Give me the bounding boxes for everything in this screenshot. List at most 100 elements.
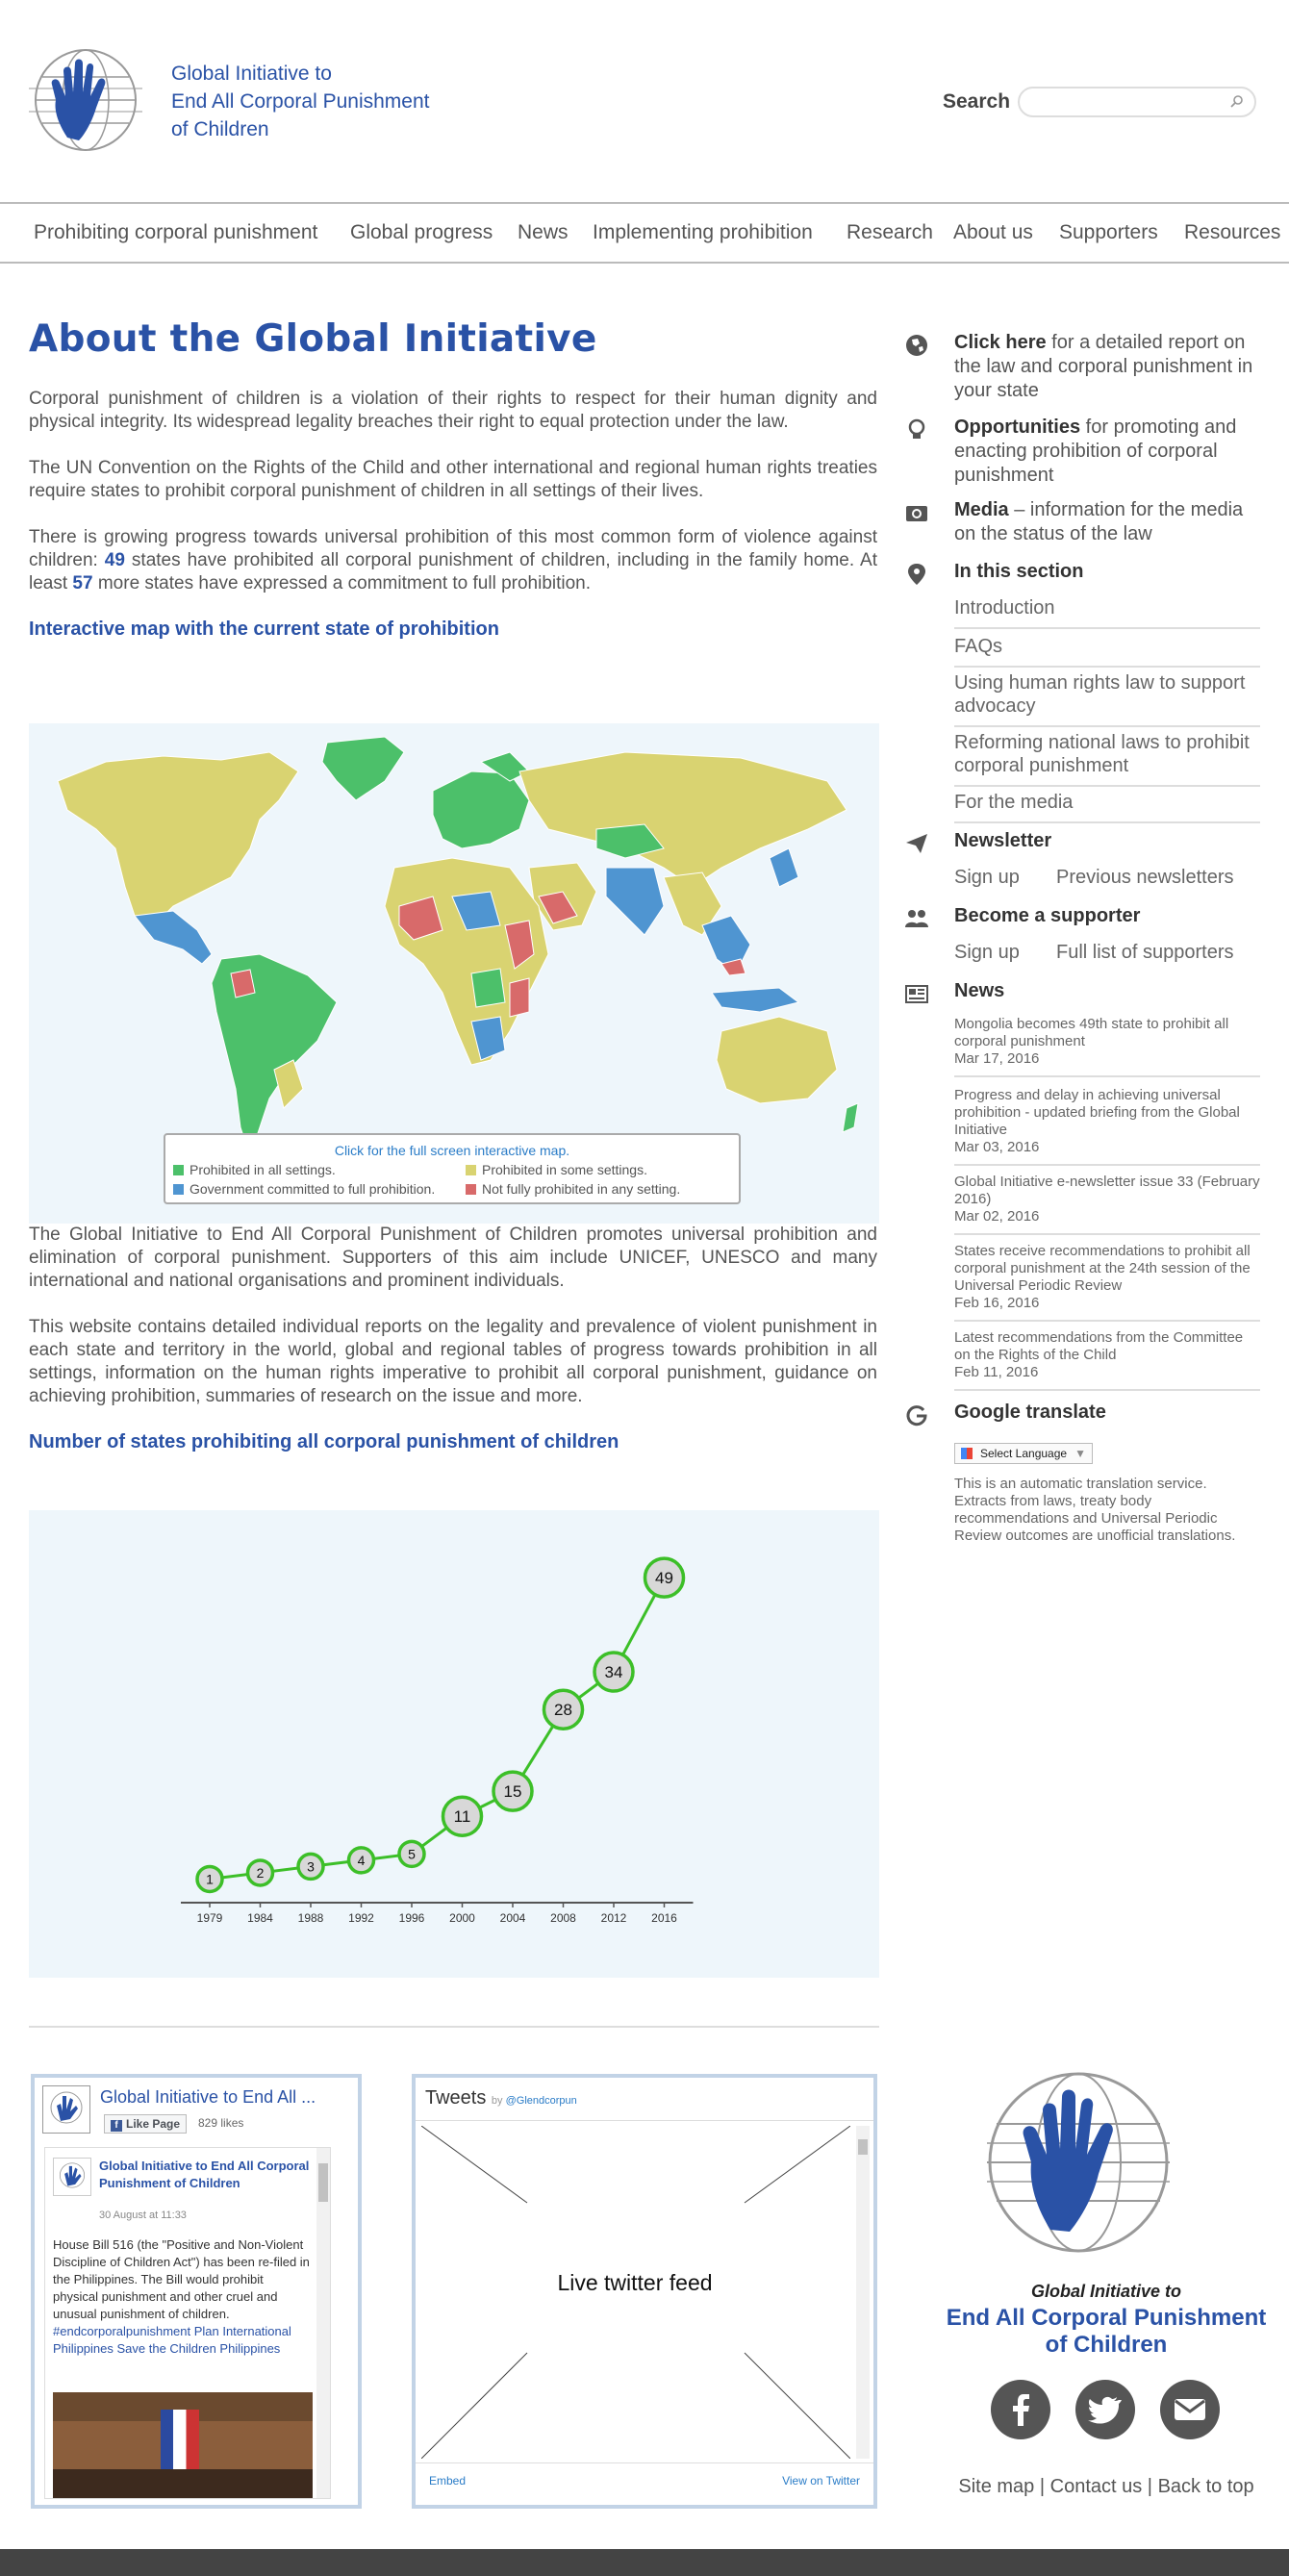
view-on-twitter-link[interactable]: View on Twitter (782, 2474, 860, 2488)
legend-swatch (173, 1184, 184, 1195)
section-link-faqs[interactable]: FAQs (954, 635, 1260, 668)
opportunities-link[interactable]: Opportunities (954, 417, 1081, 438)
scrollbar-thumb[interactable] (858, 2139, 868, 2155)
map-heading: Interactive map with the current state o… (29, 619, 499, 640)
facebook-widget[interactable]: Global Initiative to End All ... f Like P… (31, 2074, 362, 2509)
data-label: 1 (206, 1871, 214, 1886)
news-item[interactable]: Global Initiative e-newsletter issue 33 … (954, 1174, 1260, 1235)
newspaper-icon (905, 985, 928, 1003)
scrollbar-thumb[interactable] (318, 2163, 328, 2202)
facebook-icon: f (111, 2120, 122, 2132)
contact-us-link[interactable]: Contact us (1049, 2476, 1143, 2497)
text-span: more states have expressed a commitment … (92, 573, 592, 593)
section-link-reforming-laws[interactable]: Reforming national laws to prohibit corp… (954, 731, 1260, 787)
facebook-icon[interactable] (991, 2380, 1050, 2439)
site-title-line: of Children (171, 118, 269, 140)
x-tick-label: 2012 (601, 1911, 627, 1925)
camera-icon (906, 506, 927, 521)
data-point (296, 1852, 325, 1881)
divider (416, 2120, 873, 2121)
x-tick-label: 1979 (197, 1911, 223, 1925)
twitter-icon[interactable] (1075, 2380, 1135, 2439)
nav-prohibiting[interactable]: Prohibiting corporal punishment (34, 221, 318, 243)
legend-swatch (173, 1165, 184, 1175)
search-icon[interactable] (1229, 94, 1245, 110)
post-image[interactable] (53, 2392, 313, 2498)
twitter-handle-link[interactable]: @Glendcorpun (505, 2095, 577, 2107)
previous-newsletters-link[interactable]: Previous newsletters (1056, 867, 1234, 888)
translate-heading: Google translate (954, 1401, 1260, 1425)
news-item[interactable]: Latest recommendations from the Committe… (954, 1329, 1260, 1391)
supporter-signup-link[interactable]: Sign up (954, 942, 1020, 963)
site-title[interactable]: Global Initiative to End All Corporal Pu… (171, 60, 429, 143)
language-select[interactable]: Select Language ▼ (954, 1443, 1093, 1464)
map-legend[interactable]: Click for the full screen interactive ma… (164, 1133, 741, 1204)
text-span: for a detailed report on the law and cor… (954, 332, 1253, 401)
text-span: Google translate (954, 1402, 1106, 1423)
handprint-globe-logo[interactable] (29, 46, 142, 154)
newsletter-heading: Newsletter (954, 829, 1260, 853)
footer-separator: | (1039, 2476, 1046, 2497)
main-content: About the Global Initiative Corporal pun… (29, 317, 877, 656)
page-title: About the Global Initiative (29, 317, 597, 361)
back-to-top-link[interactable]: Back to top (1157, 2476, 1254, 2497)
scrollbar[interactable] (316, 2148, 330, 2498)
news-date: Feb 11, 2016 (954, 1364, 1039, 1380)
news-title: Latest recommendations from the Committe… (954, 1329, 1244, 1363)
legend-item: Not fully prohibited in any setting. (466, 1181, 680, 1197)
full-screen-map-link[interactable]: Click for the full screen interactive ma… (334, 1143, 570, 1158)
news-title: Progress and delay in achieving universa… (954, 1087, 1240, 1138)
in-this-section-heading: In this section (954, 560, 1260, 584)
nav-news[interactable]: News (518, 221, 569, 243)
click-here-link[interactable]: Click here (954, 332, 1047, 353)
news-item[interactable]: States receive recommendations to prohib… (954, 1243, 1260, 1322)
nav-research[interactable]: Research (847, 221, 933, 243)
site-map-link[interactable]: Site map (958, 2476, 1035, 2497)
nav-about-us[interactable]: About us (953, 221, 1033, 243)
section-link-introduction[interactable]: Introduction (954, 596, 1260, 629)
main-content-lower: The Global Initiative to End All Corpora… (29, 1224, 877, 1469)
news-date: Mar 17, 2016 (954, 1050, 1040, 1067)
twitter-widget[interactable]: Tweets by @Glendcorpun Live twitter feed… (412, 2074, 877, 2509)
legend-swatch (466, 1165, 476, 1175)
nav-supporters[interactable]: Supporters (1059, 221, 1158, 243)
media-text: Media – information for the media on the… (954, 498, 1260, 546)
x-tick-label: 1988 (298, 1911, 324, 1925)
post-image-floor (53, 2469, 313, 2498)
text-span: House Bill 516 (the "Positive and Non-Vi… (53, 2237, 310, 2321)
embed-link[interactable]: Embed (429, 2474, 467, 2488)
footer-logo-title: End All Corporal Punishment of Children (923, 2305, 1289, 2359)
nav-implementing[interactable]: Implementing prohibition (593, 221, 813, 243)
newsletter-signup-link[interactable]: Sign up (954, 867, 1020, 888)
news-item[interactable]: Mongolia becomes 49th state to prohibit … (954, 1016, 1260, 1077)
data-label: 28 (554, 1701, 572, 1719)
text-span: There is growing progress towards univer… (29, 527, 877, 570)
divider (416, 2462, 873, 2463)
legend-label: Not fully prohibited in any setting. (482, 1181, 681, 1197)
live-twitter-feed-label: Live twitter feed (557, 2270, 713, 2295)
paper-plane-icon (906, 834, 927, 853)
news-date: Feb 16, 2016 (954, 1295, 1040, 1311)
post-hashtag-links[interactable]: #endcorporalpunishment Plan Internationa… (53, 2324, 291, 2356)
people-icon (905, 910, 928, 927)
data-point (643, 1556, 686, 1599)
search-input[interactable] (1018, 87, 1256, 117)
section-link-for-the-media[interactable]: For the media (954, 791, 1260, 823)
handprint-globe-logo[interactable] (987, 2066, 1170, 2259)
media-link[interactable]: Media (954, 499, 1009, 520)
post-author[interactable]: Global Initiative to End All Corporal Pu… (99, 2159, 310, 2190)
interactive-world-map[interactable]: Click for the full screen interactive ma… (29, 723, 879, 1224)
facebook-page-avatar[interactable] (42, 2085, 90, 2134)
nav-global-progress[interactable]: Global progress (350, 221, 493, 243)
footer-logo-subtitle: Global Initiative to (1030, 2282, 1181, 2301)
news-item[interactable]: Progress and delay in achieving universa… (954, 1087, 1260, 1166)
supporter-list-link[interactable]: Full list of supporters (1056, 942, 1234, 963)
handprint-globe-logo (59, 2162, 86, 2188)
news-date: Mar 03, 2016 (954, 1139, 1040, 1155)
email-icon[interactable] (1160, 2380, 1220, 2439)
like-page-button[interactable]: f Like Page (104, 2114, 188, 2134)
facebook-page-name[interactable]: Global Initiative to End All ... (100, 2087, 316, 2107)
section-link-human-rights-law[interactable]: Using human rights law to support advoca… (954, 671, 1260, 727)
nav-resources[interactable]: Resources (1184, 221, 1281, 243)
scrollbar[interactable] (856, 2126, 870, 2459)
